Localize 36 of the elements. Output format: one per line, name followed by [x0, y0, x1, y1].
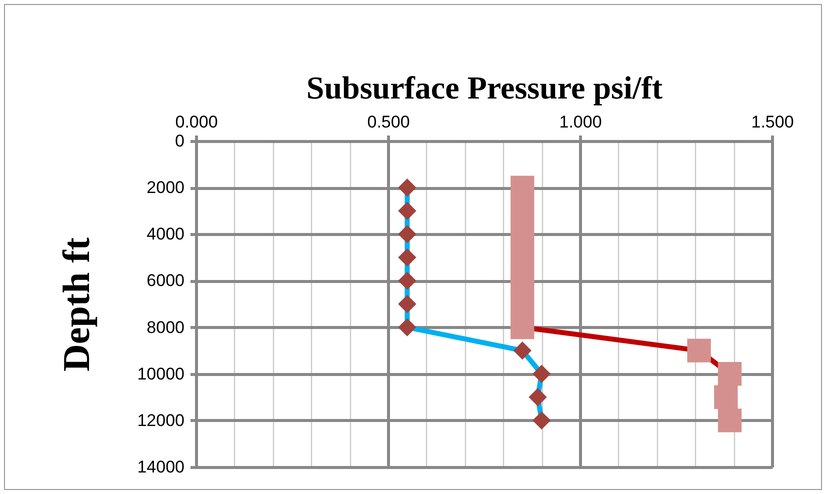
- x-tick-label: 0.000: [175, 112, 218, 132]
- point: [714, 385, 738, 409]
- y-tick-label: 6000: [146, 271, 184, 290]
- point: [532, 411, 551, 430]
- point: [398, 178, 416, 197]
- point: [513, 341, 532, 360]
- y-tick-label: 2000: [146, 178, 184, 198]
- y-tick-label: 4000: [146, 224, 184, 244]
- point: [510, 199, 534, 223]
- point: [510, 268, 534, 293]
- y-tick-label: 0: [175, 132, 184, 150]
- x-tick-label: 0.500: [367, 112, 410, 132]
- point: [510, 246, 534, 270]
- x-axis-title: Subsurface Pressure psi/ft: [306, 70, 663, 106]
- y-tick-label: 14000: [137, 458, 184, 476]
- point: [398, 272, 416, 290]
- point: [532, 364, 551, 383]
- x-tick-label: 1.500: [751, 112, 794, 132]
- point: [718, 362, 742, 386]
- point: [398, 225, 416, 244]
- point: [718, 408, 742, 432]
- point: [528, 388, 547, 406]
- x-tick-label: 1.000: [559, 112, 602, 132]
- point: [398, 294, 416, 314]
- y-axis-title: Depth ft: [56, 237, 98, 372]
- point: [510, 292, 534, 316]
- y-tick-label: 8000: [146, 318, 184, 337]
- point: [398, 248, 416, 267]
- point: [510, 222, 534, 246]
- point: [510, 176, 534, 200]
- y-tick-label: 12000: [137, 410, 184, 430]
- point: [398, 202, 416, 220]
- point: [510, 315, 534, 340]
- point: [687, 338, 711, 362]
- point: [398, 318, 416, 336]
- y-tick-label: 10000: [137, 364, 184, 384]
